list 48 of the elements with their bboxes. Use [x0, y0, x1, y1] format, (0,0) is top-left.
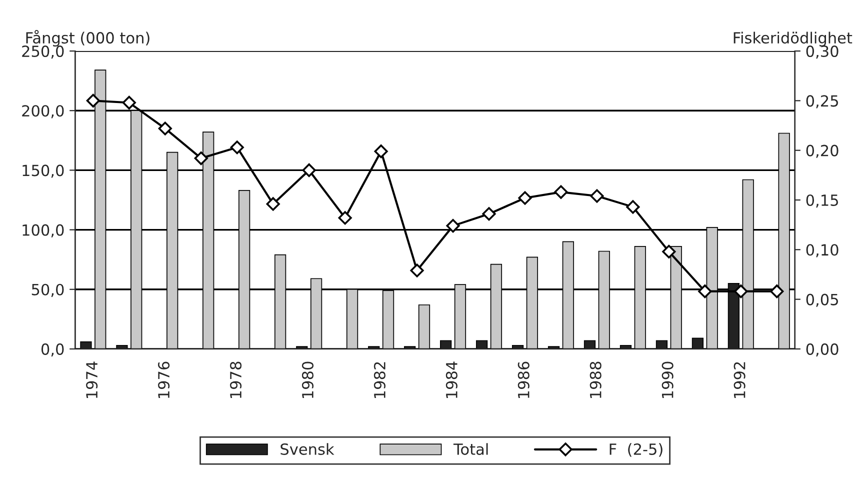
y-tick-label: 100,0	[22, 224, 64, 238]
point	[374, 144, 388, 158]
point	[446, 219, 460, 233]
x-tick-label: 1976	[158, 362, 170, 398]
legend-label: F (2-5)	[610, 443, 662, 457]
y-tick-label: 0,0	[41, 343, 64, 357]
y2-tick-label: 0,10	[806, 244, 838, 258]
y2-tick-label: 0,30	[806, 45, 838, 59]
y2-axis-title: Fiskeridödlighet	[734, 32, 852, 47]
x-tick-label: 1986	[518, 362, 530, 398]
y2-tick-label: 0,05	[806, 294, 838, 307]
y2-tick-label: 0,15	[806, 194, 838, 208]
point	[626, 200, 640, 214]
x-tick-label: 1980	[302, 362, 314, 398]
point	[122, 96, 136, 110]
y-tick-label: 200,0	[22, 105, 64, 118]
x-tick-label: 1982	[374, 362, 386, 398]
x-tick-label: 1984	[446, 362, 458, 398]
x-tick-label: 1990	[662, 362, 674, 398]
point	[482, 207, 496, 221]
point	[338, 211, 352, 225]
point	[302, 163, 316, 177]
y2-tick-label: 0,00	[806, 343, 838, 357]
point	[734, 284, 748, 298]
point	[158, 122, 172, 136]
point	[194, 151, 208, 166]
point	[230, 140, 244, 154]
x-tick-label: 1974	[86, 362, 98, 398]
y2-tick-label: 0,25	[806, 95, 838, 108]
point	[698, 284, 712, 298]
y-tick-label: 250,0	[22, 45, 64, 59]
point	[410, 264, 424, 278]
point	[590, 189, 604, 203]
x-tick-label: 1992	[734, 362, 746, 398]
y-tick-label: 150,0	[22, 164, 64, 178]
y-tick-label: 50,0	[32, 284, 64, 297]
point	[770, 284, 784, 298]
legend-label: Svensk	[280, 443, 334, 455]
legend-label: Total	[453, 443, 488, 455]
x-tick-label: 1988	[590, 362, 602, 398]
point	[554, 185, 568, 199]
x-tick-label: 1978	[230, 362, 242, 398]
point	[662, 244, 676, 258]
y-axis-title: Fångst (000 ton)	[26, 30, 150, 47]
point	[518, 191, 532, 205]
point	[86, 94, 100, 108]
y2-tick-label: 0,20	[806, 144, 838, 158]
point	[266, 197, 280, 211]
